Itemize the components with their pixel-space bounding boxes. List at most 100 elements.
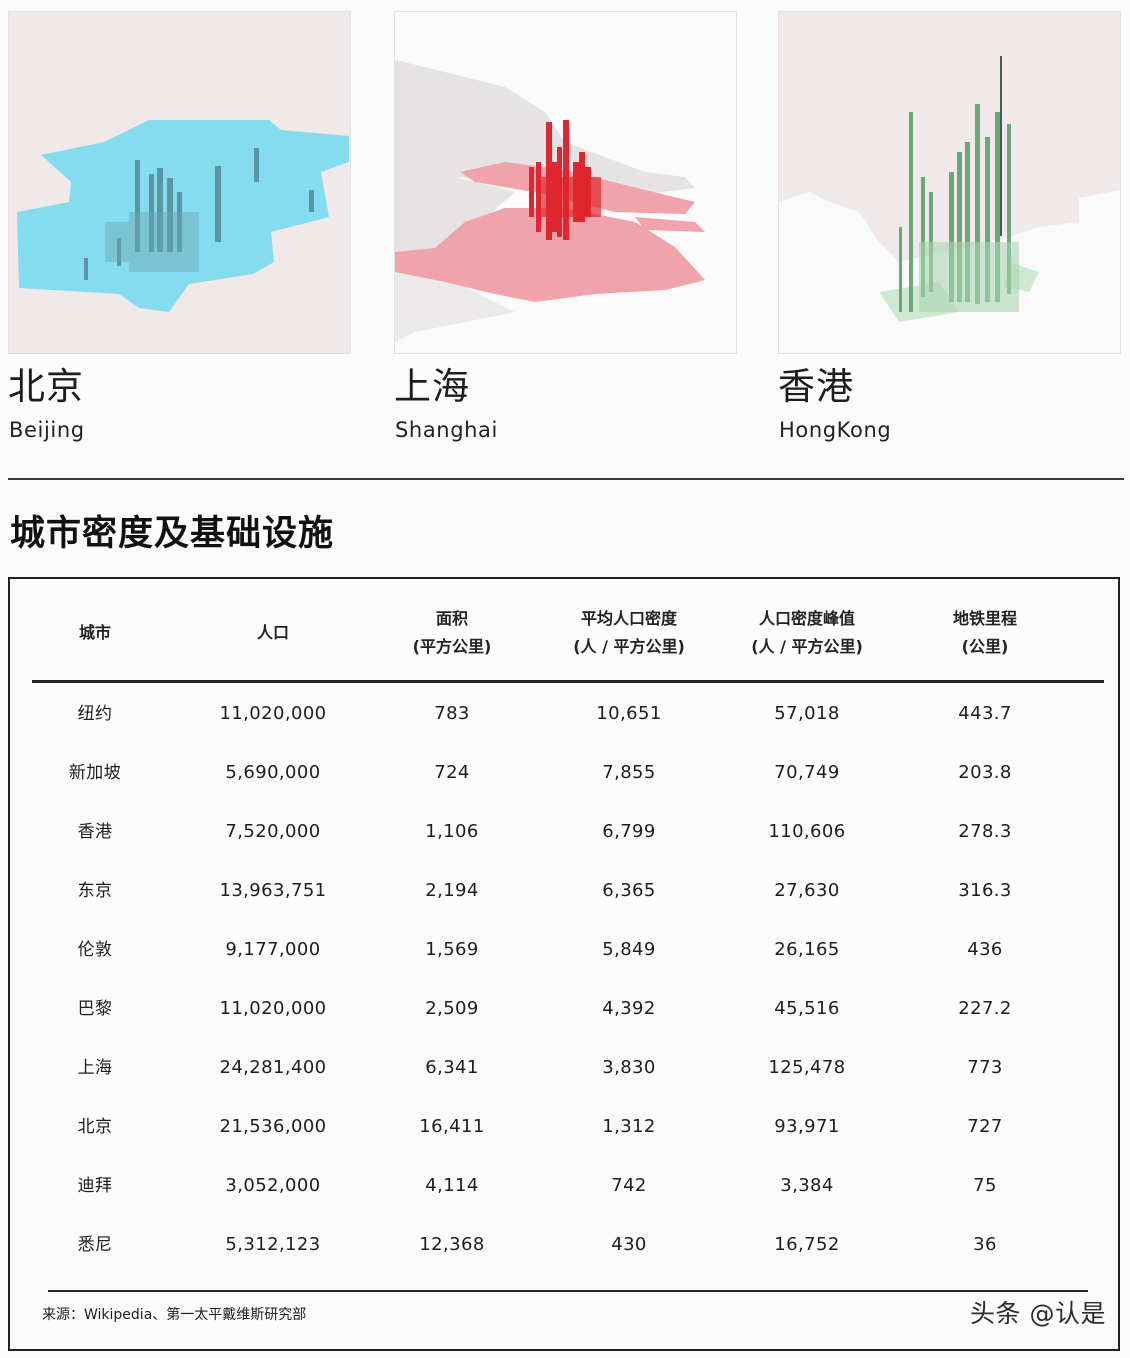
table-row: 悉尼 5,312,123 12,368 430 16,752 36 <box>10 1230 1118 1260</box>
column-header-label: 人口 <box>256 623 290 642</box>
column-header-label: 地铁里程 <box>952 609 1018 628</box>
hongkong-density-map <box>778 11 1121 354</box>
cell-metro-length: 203.8 <box>958 762 1012 783</box>
cell-peak-density: 16,752 <box>774 1234 840 1255</box>
cell-metro-length: 436 <box>967 939 1003 960</box>
cell-metro-length: 36 <box>973 1234 997 1255</box>
cell-peak-density: 45,516 <box>774 998 840 1019</box>
cell-metro-length: 278.3 <box>958 821 1012 842</box>
cell-metro-length: 75 <box>973 1175 997 1196</box>
cell-peak-density: 125,478 <box>768 1057 846 1078</box>
shanghai-density-map-graphic <box>395 60 705 342</box>
cell-city: 上海 <box>77 1058 113 1078</box>
cell-peak-density: 57,018 <box>774 703 840 724</box>
cell-area: 1,106 <box>425 821 479 842</box>
cell-avg-density: 1,312 <box>602 1116 656 1137</box>
beijing-density-map-graphic <box>17 120 349 312</box>
cell-population: 5,690,000 <box>225 762 321 783</box>
table-row: 香港 7,520,000 1,106 6,799 110,606 278.3 <box>10 817 1118 847</box>
table-row: 北京 21,536,000 16,411 1,312 93,971 727 <box>10 1112 1118 1142</box>
cell-avg-density: 742 <box>611 1175 647 1196</box>
cell-population: 9,177,000 <box>225 939 321 960</box>
cell-avg-density: 5,849 <box>602 939 656 960</box>
cell-population: 21,536,000 <box>219 1116 327 1137</box>
column-header-unit: (人 / 平方公里) <box>573 637 685 656</box>
cell-avg-density: 6,365 <box>602 880 656 901</box>
city-name-en: HongKong <box>779 418 892 442</box>
cell-metro-length: 443.7 <box>958 703 1012 724</box>
cell-metro-length: 316.3 <box>958 880 1012 901</box>
cell-avg-density: 4,392 <box>602 998 656 1019</box>
header-rule <box>32 680 1104 683</box>
table-row: 新加坡 5,690,000 724 7,855 70,749 203.8 <box>10 758 1118 788</box>
table-row: 巴黎 11,020,000 2,509 4,392 45,516 227.2 <box>10 994 1118 1024</box>
cell-population: 11,020,000 <box>219 998 327 1019</box>
city-card-beijing: 北京 Beijing <box>8 11 351 442</box>
cell-area: 2,194 <box>425 880 479 901</box>
cell-peak-density: 3,384 <box>780 1175 834 1196</box>
cell-city: 迪拜 <box>77 1176 113 1196</box>
column-header-unit: (人 / 平方公里) <box>751 637 863 656</box>
cell-area: 4,114 <box>425 1175 479 1196</box>
cell-avg-density: 7,855 <box>602 762 656 783</box>
table-row: 上海 24,281,400 6,341 3,830 125,478 773 <box>10 1053 1118 1083</box>
section-divider <box>8 478 1124 480</box>
city-card-shanghai: 上海 Shanghai <box>394 11 737 442</box>
cell-peak-density: 110,606 <box>768 821 846 842</box>
cell-peak-density: 70,749 <box>774 762 840 783</box>
cell-area: 16,411 <box>419 1116 485 1137</box>
city-name-zh: 北京 <box>8 365 84 408</box>
table-header-row: 城市 人口 面积 (平方公里) 平均人口密度 (人 / 平方公里) 人口密度峰值… <box>10 605 1118 675</box>
column-header-unit: (平方公里) <box>412 637 492 656</box>
column-header-city: 城市 <box>79 619 111 647</box>
city-name-zh: 上海 <box>394 365 470 408</box>
cell-city: 巴黎 <box>77 999 113 1019</box>
density-infrastructure-table: 城市 人口 面积 (平方公里) 平均人口密度 (人 / 平方公里) 人口密度峰值… <box>8 577 1120 1351</box>
column-header-peak-density: 人口密度峰值 (人 / 平方公里) <box>751 605 863 661</box>
cell-area: 724 <box>434 762 470 783</box>
cell-area: 1,569 <box>425 939 479 960</box>
column-header-population: 人口 <box>257 619 289 647</box>
city-name-en: Beijing <box>9 418 85 442</box>
column-header-label: 平均人口密度 <box>580 609 677 628</box>
table-row: 纽约 11,020,000 783 10,651 57,018 443.7 <box>10 699 1118 729</box>
section-title: 城市密度及基础设施 <box>10 514 335 554</box>
column-header-label: 人口密度峰值 <box>758 609 855 628</box>
cell-peak-density: 27,630 <box>774 880 840 901</box>
cell-city: 香港 <box>77 822 113 842</box>
cell-population: 13,963,751 <box>219 880 327 901</box>
city-name-en: Shanghai <box>395 418 498 442</box>
cell-peak-density: 93,971 <box>774 1116 840 1137</box>
cell-city: 北京 <box>77 1117 113 1137</box>
source-note: 来源：Wikipedia、第一太平戴维斯研究部 <box>42 1307 307 1323</box>
cell-population: 11,020,000 <box>219 703 327 724</box>
watermark: 头条 @认是 <box>970 1299 1106 1328</box>
cell-metro-length: 227.2 <box>958 998 1012 1019</box>
cell-metro-length: 773 <box>967 1057 1003 1078</box>
cell-metro-length: 727 <box>967 1116 1003 1137</box>
cell-city: 伦敦 <box>77 940 113 960</box>
beijing-density-map <box>8 11 351 354</box>
column-header-area: 面积 (平方公里) <box>413 605 492 661</box>
cell-population: 3,052,000 <box>225 1175 321 1196</box>
hongkong-density-map-graphic <box>779 56 1120 353</box>
cell-avg-density: 10,651 <box>596 703 662 724</box>
column-header-metro-length: 地铁里程 (公里) <box>953 605 1017 661</box>
cell-peak-density: 26,165 <box>774 939 840 960</box>
table-row: 东京 13,963,751 2,194 6,365 27,630 316.3 <box>10 876 1118 906</box>
cell-avg-density: 6,799 <box>602 821 656 842</box>
cell-population: 7,520,000 <box>225 821 321 842</box>
cell-city: 东京 <box>77 881 113 901</box>
column-header-label: 城市 <box>78 623 112 642</box>
footer-rule <box>48 1290 1088 1292</box>
cell-population: 5,312,123 <box>225 1234 321 1255</box>
table-row: 迪拜 3,052,000 4,114 742 3,384 75 <box>10 1171 1118 1201</box>
table-row: 伦敦 9,177,000 1,569 5,849 26,165 436 <box>10 935 1118 965</box>
cell-area: 783 <box>434 703 470 724</box>
city-name-zh: 香港 <box>778 365 854 408</box>
cell-population: 24,281,400 <box>219 1057 327 1078</box>
cell-avg-density: 3,830 <box>602 1057 656 1078</box>
cell-area: 6,341 <box>425 1057 479 1078</box>
cell-city: 悉尼 <box>77 1235 113 1255</box>
column-header-label: 面积 <box>435 609 469 628</box>
